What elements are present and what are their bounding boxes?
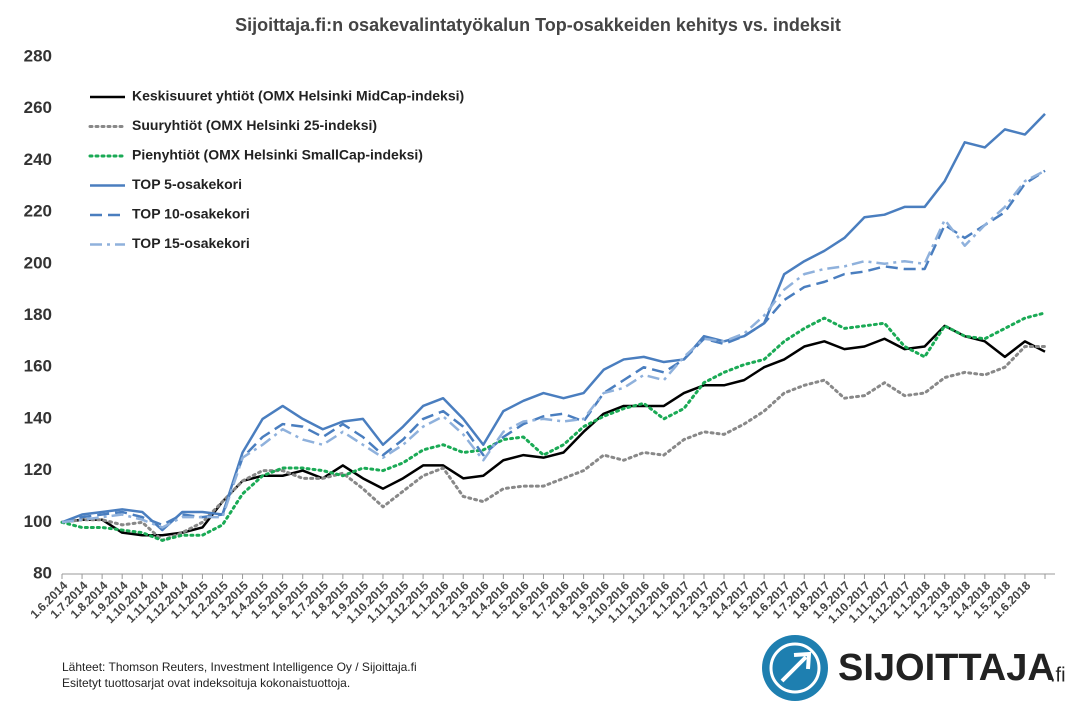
y-tick-label: 220 (24, 202, 52, 221)
logo-suffix: .fi (1050, 664, 1066, 686)
y-tick-label: 140 (24, 408, 52, 427)
y-tick-label: 240 (24, 150, 52, 169)
legend-label: TOP 10-osakekori (132, 206, 250, 222)
footnote: Lähteet: Thomson Reuters, Investment Int… (62, 660, 417, 674)
legend-label: Keskisuuret yhtiöt (OMX Helsinki MidCap-… (132, 88, 464, 104)
y-tick-label: 180 (24, 305, 52, 324)
legend-label: Pienyhtiöt (OMX Helsinki SmallCap-indeks… (132, 147, 423, 163)
legend-label: TOP 5-osakekori (132, 176, 242, 192)
series-line (61, 324, 1046, 537)
series-line (60, 311, 1047, 542)
y-tick-label: 160 (24, 357, 52, 376)
y-tick-label: 200 (24, 253, 52, 272)
y-tick-label: 80 (33, 563, 52, 582)
legend-label: Suuryhtiöt (OMX Helsinki 25-indeksi) (132, 117, 377, 133)
footnote: Esitetyt tuottosarjat ovat indeksoituja … (62, 676, 350, 690)
logo-icon (762, 635, 828, 701)
legend-label: TOP 15-osakekori (132, 235, 250, 251)
y-tick-label: 120 (24, 460, 52, 479)
y-tick-label: 280 (24, 46, 52, 65)
y-tick-label: 100 (24, 512, 52, 531)
chart-title: Sijoittaja.fi:n osakevalintatyökalun Top… (235, 15, 841, 35)
logo-text: SIJOITTAJA (838, 647, 1055, 689)
series-line (60, 345, 1047, 542)
series-line (61, 169, 1046, 527)
series-line (61, 169, 1046, 529)
y-tick-label: 260 (24, 98, 52, 117)
